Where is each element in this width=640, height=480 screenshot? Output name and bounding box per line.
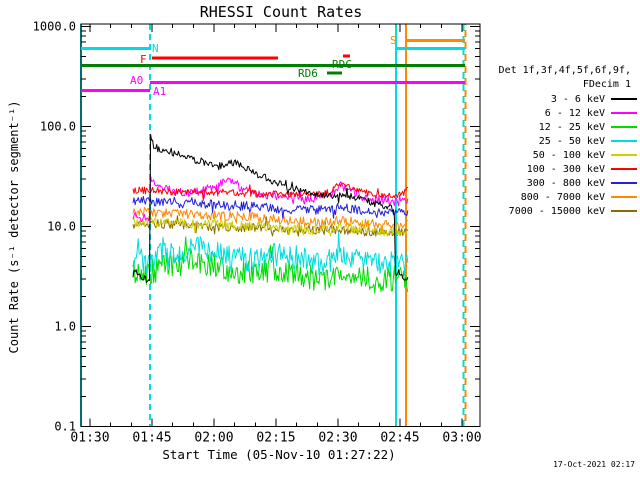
series-100-300-kev-line bbox=[132, 182, 409, 201]
x-tick-label-02-15: 02:15 bbox=[256, 431, 295, 446]
flag-label-flare: F bbox=[140, 53, 147, 66]
legend-line-sample bbox=[611, 210, 637, 212]
legend-line-sample bbox=[611, 168, 637, 170]
legend-entry-label: 800 - 7000 keV bbox=[520, 191, 605, 203]
axis-tick-labels: 01:30 01:45 02:00 02:15 02:30 02:45 03:00 1000.… bbox=[33, 20, 482, 446]
series-12-25-kev-line bbox=[132, 236, 409, 294]
legend-line-sample bbox=[611, 196, 637, 198]
legend-entry-label: 7000 - 15000 keV bbox=[508, 205, 605, 217]
series-3-6-kev-line bbox=[132, 133, 409, 283]
legend-line-sample bbox=[611, 98, 637, 100]
legend-entry-label: 300 - 800 keV bbox=[526, 177, 605, 189]
y-axis-title: Count Rate (s⁻¹ detector segment⁻¹) bbox=[7, 100, 21, 354]
x-tick-label-02-00: 02:00 bbox=[194, 431, 233, 446]
legend-decim-line: FDecim 1 bbox=[582, 79, 631, 90]
legend-entry-25-50-kev: 25 - 50 keV bbox=[499, 134, 637, 148]
flag-label-rdc: RDC bbox=[332, 58, 352, 71]
x-tick-label-01-45: 01:45 bbox=[132, 431, 171, 446]
legend-entry-300-800-kev: 300 - 800 keV bbox=[499, 176, 637, 190]
y-tick-label-1000-0: 1000.0 bbox=[33, 20, 76, 34]
legend-entry-800-7000-kev: 800 - 7000 keV bbox=[499, 190, 637, 204]
legend-entry-50-100-kev: 50 - 100 keV bbox=[499, 148, 637, 162]
legend-detector-line: Det 1f,3f,4f,5f,6f,9f, bbox=[498, 65, 631, 76]
series-300-800-kev-line bbox=[132, 195, 409, 219]
data-series bbox=[132, 133, 409, 294]
chart-title: RHESSI Count Rates bbox=[199, 3, 363, 21]
x-tick-label-01-30: 01:30 bbox=[70, 431, 109, 446]
legend-entry-label: 6 - 12 keV bbox=[544, 107, 605, 119]
legend-line-sample bbox=[611, 182, 637, 184]
legend-entry-3-6-kev: 3 - 6 keV bbox=[499, 92, 637, 106]
plot-frame bbox=[80, 23, 481, 427]
flag-label-night: N bbox=[152, 42, 159, 55]
legend-line-sample bbox=[611, 154, 637, 156]
legend-line-sample bbox=[611, 112, 637, 114]
y-tick-label-10-0: 10.0 bbox=[47, 220, 76, 234]
flag-bars bbox=[81, 39, 465, 92]
legend-entry-6-12-kev: 6 - 12 keV bbox=[499, 106, 637, 120]
flag-label-attenuator-a0: A0 bbox=[130, 74, 143, 87]
x-tick-label-03-00: 03:00 bbox=[442, 431, 481, 446]
legend-entry-label: 50 - 100 keV bbox=[532, 149, 605, 161]
legend-line-sample bbox=[611, 126, 637, 128]
legend: Det 1f,3f,4f,5f,6f,9f, FDecim 1 3 - 6 ke… bbox=[499, 64, 637, 218]
legend-entry-7000-15000-kev: 7000 - 15000 keV bbox=[499, 204, 637, 218]
legend-entry-12-25-kev: 12 - 25 keV bbox=[499, 120, 637, 134]
y-tick-label-100-0: 100.0 bbox=[40, 120, 76, 134]
y-tick-label-0-1: 0.1 bbox=[54, 420, 76, 434]
flag-labels: N S F RDC RD6 A0 A1 bbox=[130, 34, 397, 98]
legend-entry-label: 25 - 50 keV bbox=[538, 135, 605, 147]
x-tick-label-02-45: 02:45 bbox=[380, 431, 419, 446]
legend-entry-100-300-kev: 100 - 300 keV bbox=[499, 162, 637, 176]
legend-entry-label: 100 - 300 keV bbox=[526, 163, 605, 175]
legend-entry-label: 12 - 25 keV bbox=[538, 121, 605, 133]
legend-entry-label: 3 - 6 keV bbox=[550, 93, 605, 105]
flag-label-saa: S bbox=[390, 34, 397, 47]
creation-timestamp: 17-Oct-2021 02:17 bbox=[553, 460, 635, 469]
series-800-7000-kev-line bbox=[132, 206, 409, 230]
series-25-50-kev-line bbox=[132, 231, 409, 276]
axis-ticks bbox=[81, 24, 480, 427]
series-50-100-kev-line bbox=[132, 215, 409, 237]
flag-label-attenuator-a1: A1 bbox=[153, 85, 166, 98]
plot-border bbox=[80, 23, 481, 427]
flag-label-rd6: RD6 bbox=[298, 67, 318, 80]
x-tick-label-02-30: 02:30 bbox=[318, 431, 357, 446]
y-tick-label-1-0: 1.0 bbox=[54, 320, 76, 334]
legend-line-sample bbox=[611, 140, 637, 142]
x-axis-title: Start Time (05-Nov-10 01:27:22) bbox=[162, 447, 396, 462]
